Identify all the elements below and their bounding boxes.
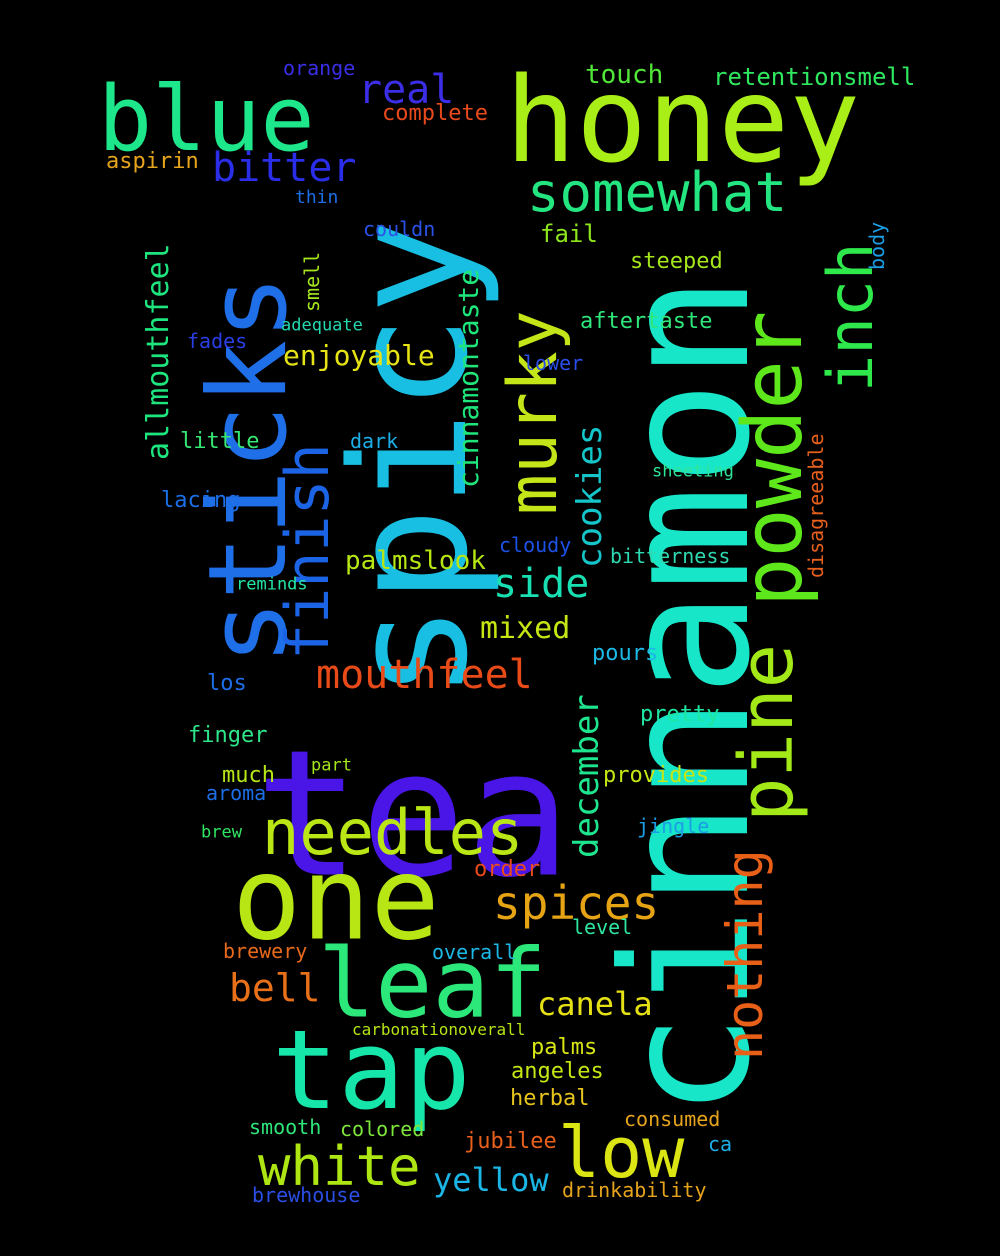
word-blue: blue xyxy=(98,67,315,172)
word-provides: provides xyxy=(603,763,709,788)
word-finger: finger xyxy=(188,723,268,748)
word-mouthfeel: mouthfeel xyxy=(316,652,533,698)
word-one: one xyxy=(232,832,440,967)
word-steeped: steeped xyxy=(630,249,723,274)
word-side: side xyxy=(493,561,590,607)
word-level: level xyxy=(572,915,633,939)
word-adequate: adequate xyxy=(281,315,363,336)
word-carbonationoverall: carbonationoverall xyxy=(352,1020,526,1039)
word-cinnamontaste: cinnamontaste xyxy=(452,268,485,488)
word-ca: ca xyxy=(708,1132,733,1156)
word-retentionsmell: retentionsmell xyxy=(713,63,916,91)
word-honey: honey xyxy=(505,51,861,189)
word-little: little xyxy=(180,429,260,454)
word-reminds: reminds xyxy=(236,574,308,595)
word-lacing: lacing xyxy=(161,488,241,513)
word-brew: brew xyxy=(201,822,242,843)
word-touch: touch xyxy=(585,60,664,90)
word-pine: pine xyxy=(724,643,810,822)
word-cookies: cookies xyxy=(570,424,610,568)
word-spices: spices xyxy=(493,876,660,930)
word-tap: tap xyxy=(272,1006,471,1134)
word-aspirin: aspirin xyxy=(106,149,199,174)
word-somewhat: somewhat xyxy=(527,161,788,224)
word-jingle: jingle xyxy=(637,814,710,838)
word-brewhouse: brewhouse xyxy=(252,1183,361,1207)
word-palmslook: palmslook xyxy=(345,546,486,576)
word-aroma: aroma xyxy=(206,781,267,805)
word-complete: complete xyxy=(382,101,488,126)
word-tea: tea xyxy=(255,713,572,917)
word-los: los xyxy=(207,671,247,696)
word-pretty: pretty xyxy=(640,702,720,727)
word-aftertaste: aftertaste xyxy=(580,309,713,334)
word-part: part xyxy=(311,755,352,776)
word-disagreeable: disagreeable xyxy=(804,433,828,579)
word-low: low xyxy=(558,1112,685,1194)
word-powder: powder xyxy=(726,310,821,607)
word-smell: smell xyxy=(300,251,324,312)
word-fades: fades xyxy=(187,329,248,353)
word-jubilee: jubilee xyxy=(464,1129,557,1154)
word-leaf: leaf xyxy=(318,929,547,1040)
word-finish: finish xyxy=(273,443,343,660)
word-couldn: couldn xyxy=(363,217,436,241)
word-pours: pours xyxy=(592,641,659,666)
word-thin: thin xyxy=(295,187,339,208)
word-dark: dark xyxy=(350,429,399,453)
word-herbal: herbal xyxy=(510,1086,590,1111)
word-drinkability: drinkability xyxy=(562,1178,707,1202)
word-mixed: mixed xyxy=(480,611,571,646)
word-allmouthfeel: allmouthfeel xyxy=(141,243,176,460)
word-white: white xyxy=(258,1135,421,1198)
word-real: real xyxy=(358,67,455,113)
word-nothing: nothing xyxy=(716,849,774,1060)
word-order: order xyxy=(474,857,541,882)
word-palms: palms xyxy=(531,1035,598,1060)
word-fail: fail xyxy=(540,220,598,248)
word-bell: bell xyxy=(229,966,321,1010)
word-consumed: consumed xyxy=(624,1107,721,1131)
word-body: body xyxy=(865,221,889,270)
word-overall: overall xyxy=(432,940,517,964)
word-lower: lower xyxy=(523,351,584,375)
word-bitterness: bitterness xyxy=(610,544,731,568)
word-orange: orange xyxy=(283,56,356,80)
word-angeles: angeles xyxy=(511,1059,604,1084)
word-needles: needles xyxy=(262,796,524,869)
word-much: much xyxy=(222,763,275,788)
word-colored: colored xyxy=(340,1117,425,1141)
word-cloudy: cloudy xyxy=(499,533,572,557)
word-enjoyable: enjoyable xyxy=(283,339,435,372)
word-smooth: smooth xyxy=(249,1115,322,1139)
word-canela: canela xyxy=(537,985,653,1023)
word-december: december xyxy=(567,694,607,858)
word-bitter: bitter xyxy=(212,145,357,191)
word-yellow: yellow xyxy=(433,1161,549,1199)
word-sheeting: sheeting xyxy=(652,461,734,482)
word-brewery: brewery xyxy=(223,939,308,963)
word-murky: murky xyxy=(494,310,573,515)
